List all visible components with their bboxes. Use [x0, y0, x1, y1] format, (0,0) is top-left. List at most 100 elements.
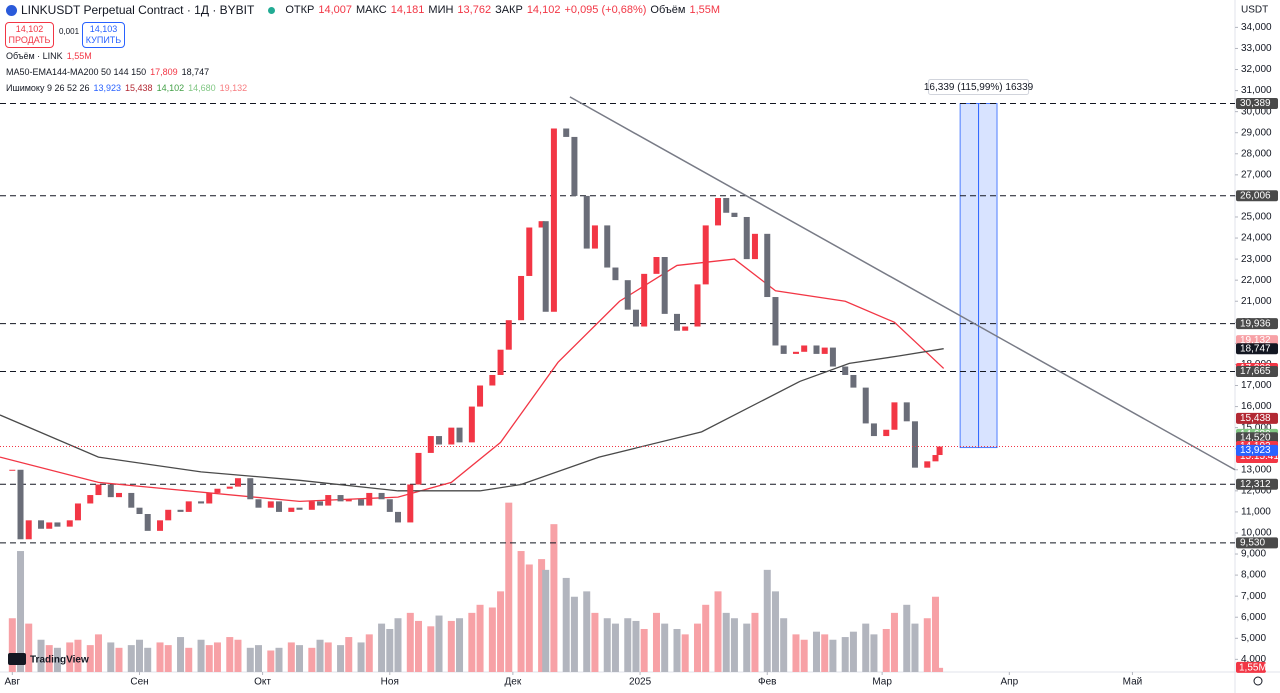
candle-body: [772, 297, 779, 346]
volume-bar: [505, 502, 513, 672]
ohlc-label: МИН: [428, 4, 454, 16]
volume-bar: [127, 645, 135, 672]
candle-body: [214, 488, 221, 493]
candle-body: [407, 484, 414, 523]
y-tick-label: 15,000: [1241, 422, 1272, 433]
x-tick-label: Ноя: [381, 677, 399, 688]
volume-bar: [632, 620, 640, 672]
volume-value: 1,55M: [689, 4, 721, 16]
x-tick-label: Авг: [4, 677, 20, 688]
y-tick-label: 31,000: [1241, 85, 1272, 96]
sell-button[interactable]: 14,102 ПРОДАТЬ: [5, 22, 54, 48]
candle-body: [157, 520, 164, 531]
symbol-title: LINKUSDT Perpetual Contract · 1Д · BYBIT: [21, 3, 255, 17]
candle-body: [932, 455, 939, 462]
y-tick-label: 34,000: [1241, 22, 1272, 33]
volume-bar: [415, 620, 423, 672]
x-tick-label: Май: [1123, 677, 1143, 688]
y-tick-label: 4,000: [1241, 654, 1266, 665]
candle-body: [891, 402, 898, 430]
candle-body: [66, 520, 73, 527]
candle-body: [477, 385, 484, 407]
candle-body: [702, 225, 709, 285]
indicator-value: 19,132: [219, 83, 248, 93]
volume-bar: [730, 618, 738, 672]
change: +0,095 (+0,68%): [564, 4, 647, 16]
candle-body: [308, 501, 315, 510]
candle-body: [296, 507, 303, 510]
candle-body: [813, 345, 820, 354]
y-tick-label: 22,000: [1241, 275, 1272, 286]
candle-body: [842, 366, 849, 375]
candle-body: [136, 507, 143, 515]
candle-body: [468, 406, 475, 443]
x-tick-label: Фев: [758, 677, 776, 688]
volume-bar: [37, 639, 45, 672]
volume-bar: [603, 618, 611, 672]
volume-bar: [246, 647, 254, 672]
y-tick-label: 6,000: [1241, 612, 1266, 623]
volume-bar: [406, 612, 414, 672]
ohlc-value: 14,102: [526, 4, 561, 16]
buy-label: КУПИТЬ: [85, 35, 122, 45]
candle-body: [526, 227, 533, 276]
volume-bar: [570, 596, 578, 672]
candle-body: [821, 347, 828, 354]
candle-body: [366, 492, 373, 506]
header-row: LINKUSDT Perpetual Contract · 1Д · BYBIT…: [6, 3, 720, 17]
ohlc-value: 14,181: [390, 4, 425, 16]
volume-bar: [53, 647, 61, 672]
candle-body: [345, 499, 352, 502]
candle-body: [571, 136, 578, 196]
volume-bar: [275, 647, 283, 672]
volume-bar: [197, 639, 205, 672]
volume-bar: [841, 637, 849, 672]
price-badge-label: 18,747: [1240, 343, 1271, 354]
price-badge-label: 30,389: [1240, 98, 1271, 109]
volume-bar: [812, 631, 820, 672]
volume-bar: [66, 642, 74, 672]
candle-body: [337, 495, 344, 502]
y-tick-label: 8,000: [1241, 570, 1266, 581]
y-tick-label: 28,000: [1241, 148, 1272, 159]
settings-icon: [1253, 676, 1263, 686]
volume-bar: [287, 642, 295, 672]
candle-body: [276, 501, 283, 512]
candle-body: [177, 509, 184, 512]
volume-bar: [694, 623, 702, 672]
volume-bar: [234, 639, 242, 672]
volume-bar: [517, 551, 525, 672]
y-tick-label: 32,000: [1241, 64, 1272, 75]
price-badge: [1236, 97, 1278, 109]
volume-bar: [792, 634, 800, 672]
candle-body: [226, 486, 233, 489]
buy-button[interactable]: 14,103 КУПИТЬ: [82, 22, 125, 48]
y-tick-label: 23,000: [1241, 254, 1272, 265]
measure-label-box: [928, 78, 1030, 95]
candle-body: [723, 198, 730, 213]
currency: USDT: [1241, 5, 1268, 16]
candle-body: [456, 427, 463, 443]
candle-body: [95, 484, 102, 496]
candle-body: [862, 387, 869, 424]
candle-body: [550, 128, 557, 312]
candle-body: [792, 351, 799, 354]
x-tick-label: Дек: [505, 677, 522, 688]
candle-body: [780, 345, 787, 354]
candle-body: [801, 345, 808, 352]
price-badge: [1236, 318, 1278, 330]
volume-bar: [427, 626, 435, 672]
price-badge-label: 26,006: [1240, 190, 1271, 201]
y-tick-label: 16,000: [1241, 401, 1272, 412]
y-tick-label: 12,000: [1241, 485, 1272, 496]
candle-body: [591, 225, 598, 249]
candle-body: [924, 461, 931, 468]
volume-bar: [115, 647, 123, 672]
ohlc-label: ЗАКР: [495, 4, 523, 16]
x-tick-label: Окт: [254, 677, 271, 688]
volume-bar: [205, 645, 213, 672]
volume-bar: [267, 650, 275, 672]
candle-body: [317, 501, 324, 506]
y-tick-label: 5,000: [1241, 633, 1266, 644]
